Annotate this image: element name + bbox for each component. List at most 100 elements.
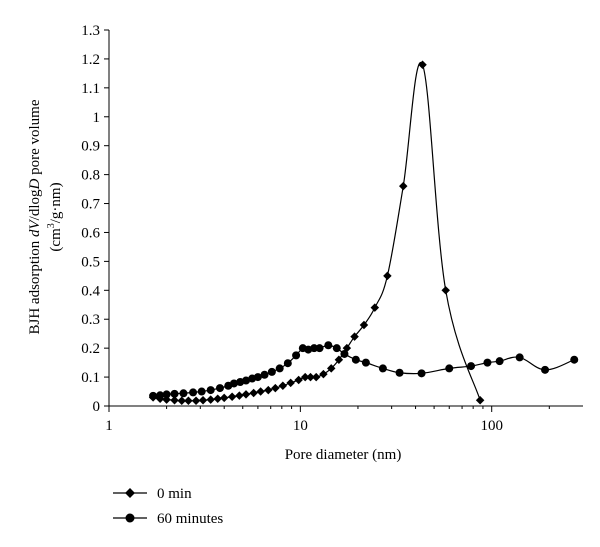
data-point-circle [467,362,476,371]
legend-item-60-minutes: 60 minutes [113,511,223,527]
data-point-diamond [359,320,369,330]
data-point-circle [340,349,349,358]
data-point-diamond [370,303,380,312]
data-point-diamond [206,395,215,404]
x-tick-label: 1 [105,418,113,434]
data-point-diamond [249,388,258,398]
x-axis-title: Pore diameter (nm) [285,447,402,463]
y-tick-label: 1.2 [81,52,100,68]
data-point-circle [483,358,492,367]
data-point-diamond [213,394,222,404]
data-point-circle [170,389,179,398]
y-axis-title-line-2: (cm3/g·nm) [46,182,64,251]
data-point-diamond [264,385,273,395]
x-tick-label: 10 [293,418,308,434]
y-tick-label: 0 [93,399,101,415]
data-point-circle [570,355,579,364]
data-point-circle [179,389,188,398]
series-layer [148,60,579,406]
data-point-diamond [184,396,193,406]
data-point-diamond [300,372,310,382]
data-point-circle [197,387,206,396]
data-point-diamond [399,181,408,191]
y-tick-label: 1 [93,110,101,126]
data-point-diamond [286,378,295,388]
data-point-circle [156,391,165,400]
data-point-circle [189,388,198,397]
data-point-circle [292,351,301,360]
data-point-diamond [319,369,328,379]
y-axis-title-suffix: pore volume [27,99,43,178]
series-60-minutes [149,341,579,400]
data-point-diamond [278,381,288,390]
data-point-diamond [306,372,315,382]
y-axis-unit-close: /g·nm) [48,182,64,223]
data-point-circle [242,376,251,385]
data-point-diamond [311,372,321,382]
data-point-circle [267,367,276,376]
data-point-circle [332,344,341,353]
data-point-circle [253,373,262,382]
data-point-diamond [383,271,392,281]
data-point-circle [283,359,292,368]
data-point-circle [395,368,404,377]
data-point-circle [315,344,324,353]
data-point-diamond [326,364,336,373]
data-point-circle [445,364,454,373]
data-point-diamond [227,392,237,401]
data-point-diamond [235,391,244,400]
data-point-circle [351,355,360,364]
series-0-min [148,60,485,406]
y-axis-title-d: D [27,178,43,190]
data-point-circle [260,370,269,379]
data-point-diamond [441,286,450,295]
legend: 0 min 60 minutes [113,486,223,527]
data-point-circle [215,384,224,393]
data-point-circle [361,358,370,367]
data-point-diamond [271,383,280,393]
legend-item-0-min: 0 min [113,486,192,502]
data-point-circle [162,390,171,399]
y-axis-title-prefix: BJH adsorption [27,237,43,335]
y-axis-title-slash: / [27,215,43,220]
legend-label-60-minutes: 60 minutes [157,511,223,527]
y-tick-label: 0.1 [81,370,100,386]
data-point-circle [541,365,550,374]
y-tick-label: 0.5 [81,254,100,270]
data-point-diamond [256,387,265,396]
y-tick-label: 0.2 [81,341,100,357]
legend-marker-diamond [125,488,135,498]
data-point-circle [206,386,215,395]
data-point-circle [495,357,504,366]
y-tick-label: 0.9 [81,139,100,155]
data-point-diamond [170,395,179,405]
y-tick-label: 0.6 [81,225,100,241]
data-point-diamond [418,60,427,69]
data-point-diamond [294,375,303,385]
data-point-diamond [334,355,344,364]
y-axis-title-line-1: BJH adsorption dV/dlogD pore volume [27,99,43,334]
y-axis-unit-superscript: 3 [46,223,57,228]
y-axis-title-dlog: dlog [27,189,43,216]
data-point-diamond [191,396,201,406]
data-point-diamond [198,395,208,405]
data-point-circle [324,341,333,350]
y-tick-label: 1.1 [81,81,100,97]
y-axis-unit-open: (cm [48,228,64,252]
x-tick-label: 100 [480,418,503,434]
data-point-diamond [177,396,186,406]
data-point-circle [229,379,238,388]
y-tick-label: 1.3 [81,23,100,39]
y-tick-label: 0.4 [81,283,100,299]
legend-marker-circle [125,513,135,523]
data-point-circle [515,353,524,362]
y-tick-label: 0.7 [81,197,100,213]
axes: 0 0.1 0.2 0.3 0.4 0.5 0.6 0.7 0.8 0.9 1 1.1 1.2 1.3 1 1… [81,23,583,434]
data-point-diamond [219,393,229,403]
data-point-circle [275,364,284,373]
legend-label-0-min: 0 min [157,486,192,502]
data-point-circle [378,364,387,373]
y-tick-label: 0.3 [81,312,100,328]
data-point-circle [417,369,426,378]
